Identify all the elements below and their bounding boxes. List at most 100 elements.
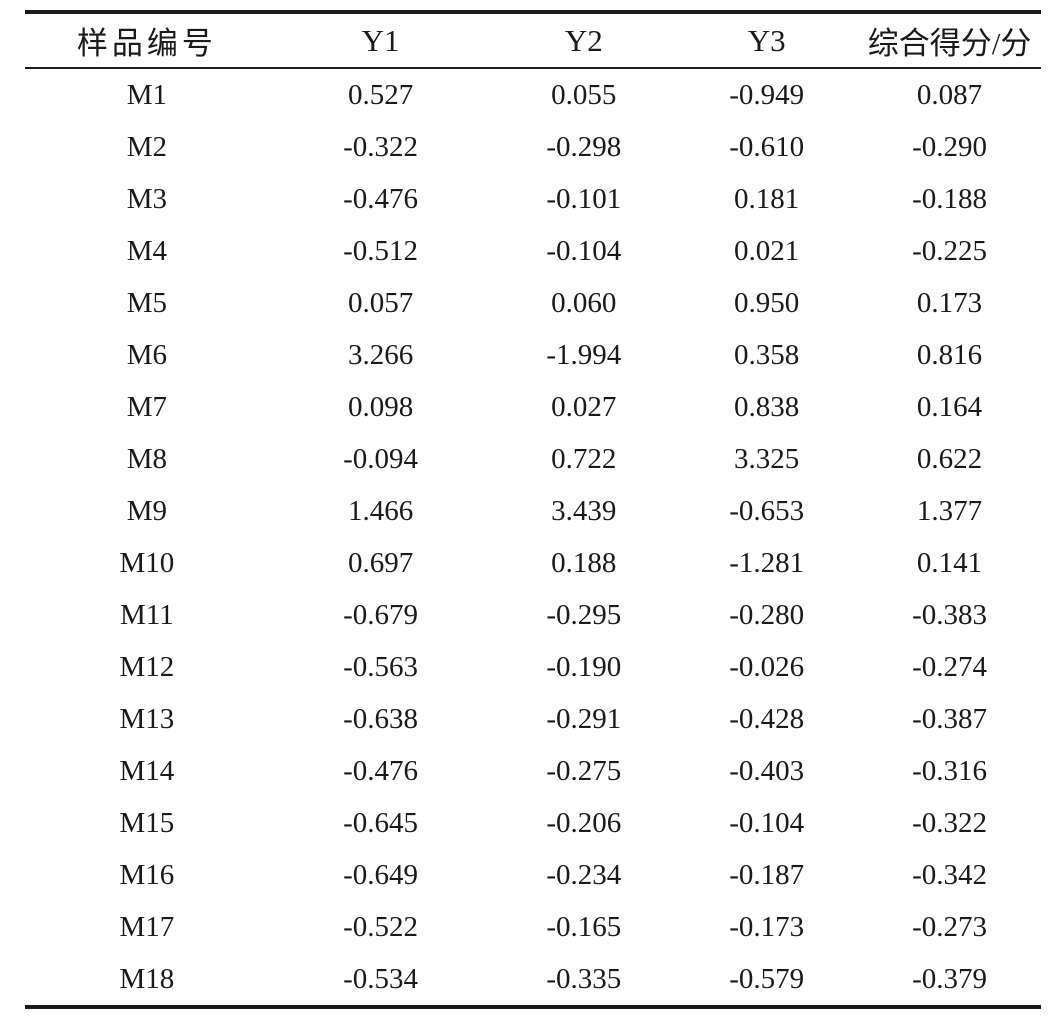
sample-score-table: 样品编号 Y1 Y2 Y3 综合得分/分 M1 0.527 0.055 -0.949 0…: [25, 10, 1041, 1009]
value-cell: -0.104: [546, 234, 622, 267]
sample-id-cell: M2: [126, 130, 168, 163]
value-cell: -0.476: [343, 754, 419, 787]
value-cell: -0.512: [343, 234, 419, 267]
table-row: M10 0.697 0.188 -1.281 0.141: [25, 537, 1041, 589]
value-cell: 0.060: [551, 286, 617, 319]
sample-id-cell: M6: [126, 338, 168, 371]
value-cell: -0.225: [912, 234, 987, 267]
paper-table-page: 样品编号 Y1 Y2 Y3 综合得分/分 M1 0.527 0.055 -0.949 0…: [0, 10, 1056, 1029]
value-cell: 0.527: [347, 78, 414, 111]
value-cell: -0.206: [546, 806, 622, 839]
table-row: M9 1.466 3.439 -0.653 1.377: [25, 485, 1041, 537]
value-cell: -1.994: [546, 338, 622, 371]
value-cell: 0.697: [347, 546, 414, 579]
table-row: M1 0.527 0.055 -0.949 0.087: [25, 68, 1041, 121]
table-row: M2 -0.322 -0.298 -0.610 -0.290: [25, 121, 1041, 173]
sample-id-cell: M3: [126, 182, 168, 215]
value-cell: 0.055: [551, 78, 617, 111]
value-cell: -0.610: [729, 130, 805, 163]
value-cell: -0.280: [729, 598, 805, 631]
table-row: M15 -0.645 -0.206 -0.104 -0.322: [25, 797, 1041, 849]
sample-id-cell: M16: [119, 858, 175, 891]
sample-id-cell: M8: [126, 442, 168, 475]
sample-id-cell: M5: [126, 286, 168, 319]
value-cell: -0.188: [912, 182, 987, 215]
value-cell: -0.295: [546, 598, 622, 631]
value-cell: -0.190: [546, 650, 622, 683]
sample-id-cell: M7: [126, 390, 168, 423]
table-row: M14 -0.476 -0.275 -0.403 -0.316: [25, 745, 1041, 797]
table-row: M11 -0.679 -0.295 -0.280 -0.383: [25, 589, 1041, 641]
value-cell: -0.949: [729, 78, 805, 111]
sample-id-cell: M17: [119, 910, 175, 943]
column-header-sample-id: 样品编号: [25, 12, 269, 69]
sample-id-cell: M18: [119, 962, 175, 995]
value-cell: -0.274: [912, 650, 987, 683]
value-cell: -0.165: [546, 910, 622, 943]
value-cell: 0.188: [551, 546, 617, 579]
table-body: M1 0.527 0.055 -0.949 0.087 M2 -0.322 -0.298 -0.…: [25, 68, 1041, 1007]
column-header-y1: Y1: [268, 12, 493, 69]
value-cell: -0.342: [912, 858, 987, 891]
value-cell: 0.087: [916, 78, 983, 111]
value-cell: 0.838: [734, 390, 800, 423]
value-cell: 0.098: [347, 390, 414, 423]
value-cell: -0.579: [729, 962, 805, 995]
value-cell: 1.466: [347, 494, 414, 527]
value-cell: -0.645: [343, 806, 419, 839]
value-cell: 0.027: [551, 390, 617, 423]
value-cell: -0.653: [729, 494, 805, 527]
table-header: 样品编号 Y1 Y2 Y3 综合得分/分: [25, 12, 1041, 69]
value-cell: -0.104: [729, 806, 805, 839]
value-cell: -0.187: [729, 858, 805, 891]
table-row: M16 -0.649 -0.234 -0.187 -0.342: [25, 849, 1041, 901]
sample-id-cell: M10: [119, 546, 175, 579]
table-row: M18 -0.534 -0.335 -0.579 -0.379: [25, 953, 1041, 1007]
value-cell: -0.101: [546, 182, 622, 215]
value-cell: -0.322: [343, 130, 419, 163]
value-cell: 0.021: [734, 234, 800, 267]
value-cell: -0.379: [912, 962, 987, 995]
column-header-y2: Y2: [492, 12, 676, 69]
value-cell: -0.428: [729, 702, 805, 735]
value-cell: -1.281: [729, 546, 805, 579]
value-cell: -0.403: [729, 754, 805, 787]
value-cell: 0.164: [916, 390, 983, 423]
value-cell: 0.181: [734, 182, 800, 215]
value-cell: 0.173: [916, 286, 983, 319]
sample-id-cell: M1: [126, 78, 168, 111]
table-row: M17 -0.522 -0.165 -0.173 -0.273: [25, 901, 1041, 953]
table-row: M8 -0.094 0.722 3.325 0.622: [25, 433, 1041, 485]
value-cell: -0.383: [912, 598, 987, 631]
value-cell: 0.722: [551, 442, 617, 475]
value-cell: -0.173: [729, 910, 805, 943]
value-cell: -0.026: [729, 650, 805, 683]
value-cell: 1.377: [916, 494, 983, 527]
sample-id-cell: M9: [126, 494, 168, 527]
column-header-y3: Y3: [675, 12, 859, 69]
value-cell: 3.266: [347, 338, 414, 371]
value-cell: -0.522: [343, 910, 419, 943]
value-cell: -0.638: [343, 702, 419, 735]
table-row: M6 3.266 -1.994 0.358 0.816: [25, 329, 1041, 381]
sample-id-cell: M15: [119, 806, 175, 839]
header-row: 样品编号 Y1 Y2 Y3 综合得分/分: [25, 12, 1041, 69]
sample-id-cell: M4: [126, 234, 168, 267]
value-cell: 0.622: [916, 442, 983, 475]
sample-id-cell: M13: [119, 702, 175, 735]
value-cell: -0.273: [912, 910, 987, 943]
value-cell: 3.439: [551, 494, 617, 527]
value-cell: -0.316: [912, 754, 987, 787]
sample-id-cell: M12: [119, 650, 175, 683]
table-row: M12 -0.563 -0.190 -0.026 -0.274: [25, 641, 1041, 693]
value-cell: -0.291: [546, 702, 622, 735]
value-cell: -0.234: [546, 858, 622, 891]
value-cell: -0.298: [546, 130, 622, 163]
value-cell: -0.335: [546, 962, 622, 995]
table-row: M3 -0.476 -0.101 0.181 -0.188: [25, 173, 1041, 225]
value-cell: -0.679: [343, 598, 419, 631]
value-cell: 0.057: [347, 286, 414, 319]
value-cell: -0.534: [343, 962, 419, 995]
value-cell: -0.290: [912, 130, 987, 163]
value-cell: -0.649: [343, 858, 419, 891]
